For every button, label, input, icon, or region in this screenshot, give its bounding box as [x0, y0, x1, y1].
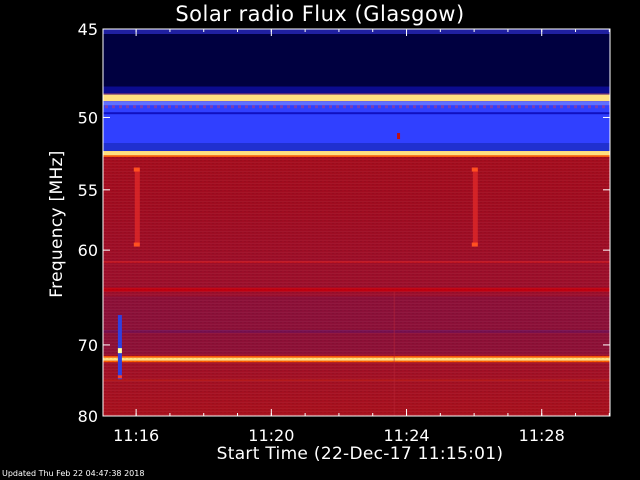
- y-axis-label: Frequency [MHz]: [47, 150, 67, 298]
- low-band-bottom-shade: [103, 86, 610, 95]
- y-tick-labels: 45 50 55 60 70 80: [78, 20, 98, 426]
- chart-title: Solar radio Flux (Glasgow): [175, 2, 465, 26]
- band-low-0: [103, 29, 610, 95]
- burst-0: [134, 169, 140, 245]
- spectrogram-area: [103, 29, 610, 416]
- x-axis-label: Start Time (22-Dec-17 11:15:01): [216, 444, 504, 464]
- updated-timestamp: Updated Thu Feb 22 04:47:38 2018: [2, 469, 145, 478]
- x-tick-label-3: 11:28: [519, 426, 565, 445]
- y-tick-label-80: 80: [78, 407, 98, 426]
- plot-axes: [102, 28, 611, 417]
- burst-bottom-0: [133, 242, 140, 247]
- y-tick-label-55: 55: [78, 181, 98, 200]
- burst-1: [472, 169, 478, 245]
- burst-2: [117, 314, 122, 380]
- burst-bottom-1: [471, 242, 478, 247]
- mid-band-bright-line: [103, 101, 610, 106]
- burst-top-0: [133, 167, 140, 172]
- plot-frame: [102, 28, 611, 417]
- mid-band-dark-line: [103, 112, 610, 115]
- band-mid-2: [103, 101, 610, 152]
- faint-vertical-line: [393, 291, 395, 416]
- interference-dot: [397, 133, 401, 140]
- y-tick-label-45: 45: [78, 20, 98, 39]
- y-tick-label-70: 70: [78, 336, 98, 355]
- burst-core-2: [117, 348, 122, 354]
- band-peak-3: [103, 151, 610, 156]
- x-tick-label-0: 11:16: [113, 426, 159, 445]
- x-tick-label-1: 11:20: [248, 426, 294, 445]
- x-tick-labels: 11:16 11:20 11:24 11:28: [113, 426, 565, 445]
- band-peak-1: [103, 94, 610, 102]
- x-tick-label-2: 11:24: [383, 426, 429, 445]
- mid-band-lower: [103, 143, 610, 152]
- mid-band-combs: [103, 105, 610, 109]
- low-band-top-edge: [103, 29, 610, 34]
- y-tick-label-50: 50: [78, 108, 98, 127]
- burst-top-1: [471, 167, 478, 172]
- noise-texture: [103, 155, 610, 416]
- burst-end-2: [117, 375, 122, 379]
- y-tick-label-60: 60: [78, 241, 98, 260]
